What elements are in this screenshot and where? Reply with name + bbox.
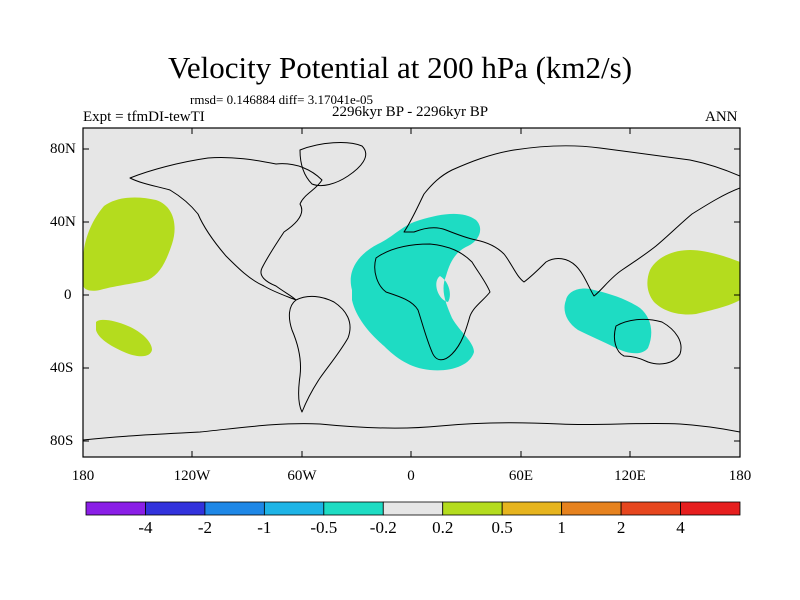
colorbar-swatch: [442, 501, 503, 516]
coast-north-america: [129, 156, 323, 301]
colorbar-label: 0.5: [491, 518, 513, 537]
colorbar-swatch: [680, 501, 741, 516]
colorbar-label: -1: [257, 518, 272, 537]
colorbar-label: 1: [557, 518, 566, 537]
season-label: ANN: [705, 109, 738, 125]
colorbar: [85, 501, 741, 516]
colorbar-swatch: [204, 501, 265, 516]
lon-label-0: 0: [407, 468, 415, 484]
coast-australia: [613, 318, 682, 365]
colorbar-swatch: [263, 501, 325, 516]
colorbar-label: -0.2: [369, 518, 397, 537]
positive-anomaly-w-pacific: [647, 250, 740, 315]
lat-label-40s: 40S: [50, 360, 74, 376]
coast-africa: [374, 243, 491, 361]
negative-anomaly-atlantic-africa: [350, 213, 481, 371]
colorbar-label: 4: [676, 518, 685, 537]
lon-label-120w: 120W: [173, 468, 211, 484]
lat-label-80s: 80S: [50, 433, 74, 449]
lon-label-60e: 60E: [508, 468, 534, 484]
plot-title: Velocity Potential at 200 hPa (km2/s): [167, 50, 633, 85]
rmsd-diff-stats: rmsd= 0.146884 diff= 3.17041e-05: [190, 92, 374, 107]
coast-antarctica: [83, 422, 740, 441]
coastlines: [83, 142, 740, 441]
coast-greenland: [299, 142, 367, 187]
lon-label-120e: 120E: [614, 468, 646, 484]
lon-label-60w: 60W: [287, 468, 317, 484]
coast-eurasia: [403, 145, 740, 297]
colorbar-swatch: [382, 501, 444, 516]
experiment-label: Expt = tfmDI-tewTI: [83, 109, 205, 125]
colorbar-label: -0.5: [310, 518, 338, 537]
coast-south-america: [288, 295, 351, 413]
colorbar-swatch: [145, 501, 206, 516]
lon-label-180e: 180: [728, 468, 752, 484]
colorbar-swatch: [323, 501, 384, 516]
lat-label-80n: 80N: [50, 141, 76, 157]
contour-fills: [83, 197, 740, 371]
colorbar-swatch: [561, 501, 622, 516]
positive-anomaly-se-pacific: [96, 319, 152, 357]
colorbar-swatch: [620, 501, 681, 516]
negative-anomaly-indian-ocean: [564, 288, 652, 354]
colorbar-swatch: [501, 501, 563, 516]
period-label: 2296kyr BP - 2296kyr BP: [331, 104, 489, 120]
lat-label-40n: 40N: [50, 214, 76, 230]
lat-label-0: 0: [64, 287, 72, 303]
colorbar-label: 0.2: [432, 518, 454, 537]
colorbar-swatch: [85, 501, 146, 516]
lon-label-180w: 180: [71, 468, 95, 484]
colorbar-label: -2: [197, 518, 212, 537]
positive-anomaly-ne-pacific: [83, 197, 175, 291]
colorbar-label: 2: [616, 518, 626, 537]
axis-ticks: [83, 128, 740, 457]
colorbar-label: -4: [138, 518, 153, 537]
